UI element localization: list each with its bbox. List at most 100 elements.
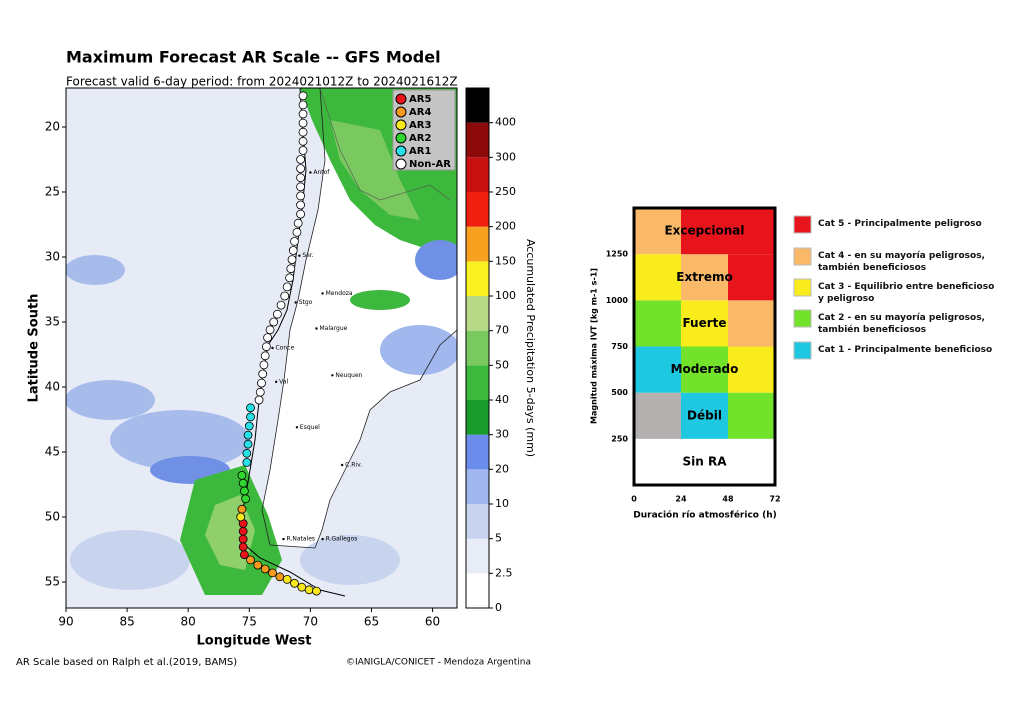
colorbar-tick-label: 40 — [495, 393, 509, 406]
x-tick-label: 90 — [58, 615, 73, 629]
city-dot — [298, 254, 301, 257]
colorbar-tick-label: 10 — [495, 497, 509, 510]
scale-cell — [681, 300, 728, 347]
ar-point — [268, 568, 277, 578]
scale-cell — [728, 254, 775, 301]
ar-point — [297, 582, 307, 592]
legend-label: Non-AR — [409, 159, 451, 170]
colorbar-tick-label: 20 — [495, 462, 509, 475]
colorbar-bin — [466, 330, 489, 366]
ar-point — [261, 342, 271, 352]
ar-point — [296, 200, 306, 210]
colorbar-bin — [466, 226, 489, 262]
scale-cell — [634, 346, 681, 393]
city-label: Antof — [313, 169, 330, 176]
ar-point — [246, 555, 255, 565]
scale-legend-label: Cat 2 - en su mayoría peligrosos, tambié… — [818, 313, 985, 335]
ar-point — [298, 100, 308, 110]
ar-point — [259, 360, 269, 370]
scale-cell — [681, 208, 728, 255]
ar-point — [260, 351, 270, 361]
city-label: R.Gallegos — [326, 536, 358, 543]
ar-point — [292, 227, 302, 237]
city-label: Val — [279, 378, 288, 385]
colorbar-bin — [466, 88, 489, 123]
x-axis-label: Longitude West — [197, 634, 312, 649]
colorbar-bin — [466, 434, 489, 470]
city-dot — [282, 537, 285, 541]
scale-cell — [728, 392, 775, 439]
scale-legend-swatch — [793, 309, 812, 328]
scale-legend-swatch — [793, 278, 812, 297]
scale-legend-swatch — [793, 215, 812, 234]
scale-x-tick-label: 24 — [675, 495, 687, 504]
scale-cell — [634, 300, 681, 347]
scale-y-tick-label: 1250 — [606, 250, 629, 259]
city-label: Stgo — [299, 299, 313, 306]
ar-point — [236, 512, 246, 522]
ar-point — [290, 236, 299, 246]
scale-legend-label: Cat 3 - Equilibrio entre beneficioso y p… — [818, 282, 995, 304]
scale-row-label: Fuerte — [682, 316, 726, 330]
colorbar-tick-label: 200 — [495, 220, 516, 233]
colorbar-label: Accumulated Precipitation 5-days (mm) — [524, 239, 537, 457]
y-tick-label: 30 — [45, 250, 60, 264]
city-label: R.Natales — [286, 536, 315, 543]
scale-y-tick-label: 250 — [611, 434, 628, 443]
footer-right: ©IANIGLA/CONICET - Mendoza Argentina — [346, 658, 531, 668]
ar-point — [254, 395, 264, 405]
y-tick-label: 55 — [45, 575, 60, 589]
colorbar-bin — [466, 192, 489, 227]
map-frame — [65, 87, 458, 609]
x-tick-label: 85 — [119, 615, 134, 629]
ar-point — [258, 369, 268, 379]
colorbar-tick-label: 2.5 — [495, 566, 513, 579]
ar-point — [286, 264, 296, 274]
city-label: Malargue — [319, 325, 347, 332]
colorbar-tick-label: 5 — [495, 532, 502, 545]
ar-point — [269, 317, 279, 327]
scale-y-tick-label: 1000 — [606, 296, 629, 305]
scale-y-tick-label: 500 — [611, 388, 628, 397]
city-label: Mendoza — [326, 290, 353, 297]
scale-x-tick-label: 0 — [631, 495, 637, 504]
scale-legend-label: Cat 1 - Principalmente beneficioso — [818, 345, 993, 355]
scale-legend-swatch — [793, 247, 812, 266]
ar-point — [298, 127, 308, 137]
scale-cell — [728, 346, 775, 393]
x-tick-label: 80 — [181, 615, 196, 629]
city-dot — [274, 380, 278, 383]
colorbar-bin — [466, 504, 489, 539]
ar-point — [275, 572, 285, 582]
city-dot — [271, 346, 274, 350]
scale-x-tick-label: 72 — [769, 495, 780, 504]
colorbar-tick-label: 400 — [495, 116, 516, 129]
colorbar-bin — [466, 157, 489, 192]
ar-point — [243, 430, 253, 440]
colorbar-bin — [466, 400, 489, 435]
city-label: C.Riv. — [345, 462, 362, 469]
colorbar-tick-label: 250 — [495, 185, 516, 198]
ar-point — [246, 403, 255, 413]
y-tick-label: 45 — [45, 445, 60, 459]
ar-point — [296, 191, 306, 201]
ar-point — [263, 333, 273, 343]
city-dot — [321, 292, 324, 295]
scale-row-label: Moderado — [671, 362, 739, 376]
legend-marker — [395, 132, 407, 144]
ar-point — [242, 457, 252, 467]
scale-cell — [634, 254, 681, 301]
ar-point — [296, 209, 306, 219]
ar-point — [312, 586, 321, 596]
city-dot — [294, 301, 297, 304]
ar-point — [282, 575, 292, 584]
ar-point — [282, 282, 292, 292]
scale-cell — [681, 438, 728, 485]
ar-point — [237, 470, 247, 480]
ar-point — [288, 246, 298, 255]
ar-point — [296, 182, 306, 192]
scale-row-label: Sin RA — [682, 454, 727, 468]
colorbar-frame — [465, 87, 490, 609]
legend-label: AR4 — [409, 107, 431, 118]
colorbar-tick-label: 30 — [495, 428, 509, 441]
